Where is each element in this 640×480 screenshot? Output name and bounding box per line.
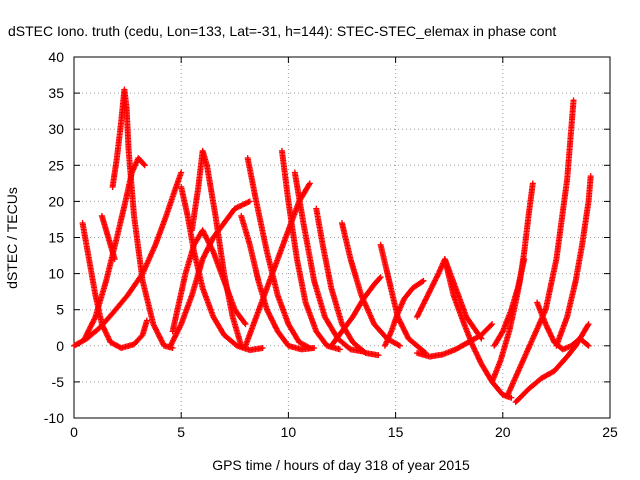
y-tick-label: 20 [48,193,64,209]
series-23 [489,180,536,385]
y-tick-label: 25 [48,157,64,173]
y-tick-label: 15 [48,230,64,246]
series-18 [377,241,429,357]
data-point [587,173,594,180]
series-25 [512,321,592,406]
data-point [336,346,343,353]
series-15 [313,205,382,359]
data-point [305,344,312,351]
data-point [306,180,313,187]
data-point [241,319,248,326]
series-7 [178,183,266,354]
data-point [140,161,147,168]
series-28 [553,173,594,349]
axes [73,56,611,419]
series-19 [381,277,427,349]
chart-title: dSTEC Iono. truth (cedu, Lon=133, Lat=-3… [8,23,556,39]
series-20 [414,256,485,342]
y-tick-label: 10 [48,266,64,282]
series-3 [109,86,176,351]
data-point [584,341,591,348]
data-point [419,278,426,285]
series-26 [504,97,577,400]
series-17 [328,274,384,349]
data-point [178,169,185,176]
data-point [242,321,249,328]
series-11 [244,155,313,351]
y-ticks: -10 -5 0 5 10 15 20 25 30 35 40 [44,49,64,426]
x-tick-label: 20 [495,424,511,440]
series-9 [167,198,253,349]
x-tick-label: 15 [388,424,404,440]
y-axis-label: dSTEC / TECUs [4,187,20,289]
y-tick-label: -5 [52,374,65,390]
x-tick-label: 10 [281,424,297,440]
data-point [246,198,253,205]
data-point [521,256,528,263]
data-point [375,352,382,359]
series-22 [414,321,496,360]
data-point [585,321,592,328]
data-point [585,342,592,349]
series-24 [491,256,528,349]
data-point [488,322,495,329]
data-point [396,342,403,349]
data-point [143,317,150,324]
series-14 [291,169,367,355]
y-tick-label: 0 [56,338,64,354]
data-point [529,180,536,187]
series-5 [71,169,185,349]
data-point [489,321,496,328]
data-point [377,274,384,281]
y-tick-label: 30 [48,121,64,137]
plot-frame [73,56,611,419]
data-point [395,342,402,349]
data-point [584,322,591,329]
data-point [376,275,383,282]
data-point [508,394,515,401]
data-point [259,344,266,351]
series-group [71,86,594,406]
data-point [570,97,577,104]
y-tick-label: 5 [56,302,64,318]
y-tick-label: 35 [48,85,64,101]
data-point [306,344,313,351]
grid [74,57,610,418]
y-tick-label: 40 [48,49,64,65]
x-tick-label: 0 [70,424,78,440]
data-point [141,162,148,169]
data-point [306,181,313,188]
x-tick-label: 25 [602,424,618,440]
x-axis-label: GPS time / hours of day 318 of year 2015 [212,457,470,473]
x-tick-label: 5 [177,424,185,440]
series-8 [188,147,245,349]
data-point [420,277,427,284]
y-tick-label: -10 [44,410,64,426]
x-ticks: 0 5 10 15 20 25 [70,424,618,440]
series-4 [81,155,148,342]
